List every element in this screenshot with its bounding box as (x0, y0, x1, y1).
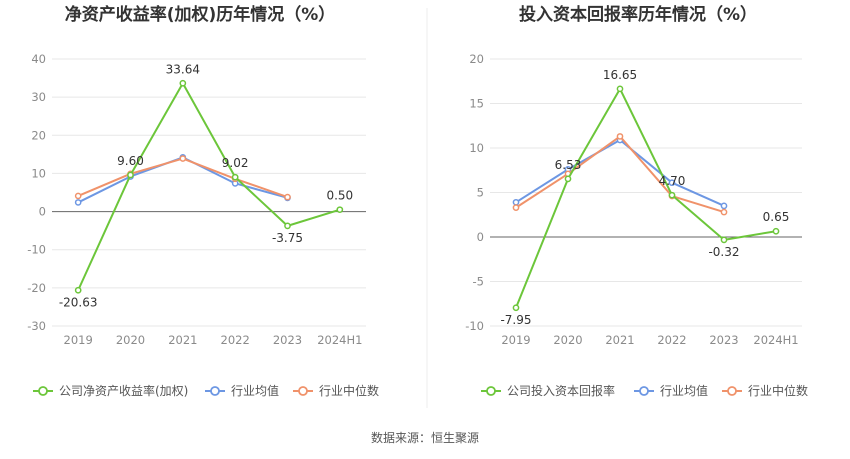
x-tick-label: 2022 (657, 333, 686, 347)
y-tick-label: 30 (31, 90, 46, 104)
series-line-company (515, 87, 777, 309)
data-point-company (616, 85, 624, 93)
y-tick-label: 0 (39, 205, 46, 219)
x-tick-label: 2020 (553, 333, 582, 347)
data-point-company (127, 171, 134, 179)
data-point-company (179, 79, 187, 87)
roic-chart: 投入资本回报率历年情况（%） -10 -5 0 5 10 15 20 2019 2020 2021 2… (465, 4, 808, 398)
data-label: -7.95 (500, 313, 531, 327)
legend-label[interactable]: 公司净资产收益率(加权) (59, 383, 188, 398)
y-tick-label: 10 (469, 141, 484, 155)
y-tick-label: -20 (27, 281, 46, 295)
y-tick-label: 40 (31, 52, 46, 66)
legend-marker-avg (210, 386, 220, 396)
x-tick-label: 2021 (168, 333, 197, 347)
y-tick-label: -5 (473, 275, 484, 289)
legend-label[interactable]: 公司投入资本回报率 (507, 383, 615, 398)
x-tick-label: 2022 (221, 333, 250, 347)
legend-marker-company (486, 386, 496, 396)
y-tick-label: 20 (469, 52, 484, 66)
data-point-avg (74, 199, 82, 206)
y-tick-label: 5 (477, 186, 484, 200)
data-point-median (179, 155, 187, 162)
data-point-median (284, 193, 291, 201)
legend-label[interactable]: 行业均值 (660, 383, 708, 398)
data-point-avg (720, 202, 728, 210)
legend-marker-median (727, 386, 737, 396)
y-tick-label: 0 (477, 230, 484, 244)
data-point-median (512, 204, 520, 211)
data-label: 0.50 (326, 189, 353, 203)
data-label: 4.70 (659, 174, 686, 188)
x-tick-label: 2021 (605, 333, 634, 347)
x-tick-label: 2019 (501, 333, 530, 347)
data-point-median (616, 133, 624, 140)
data-point-company (720, 236, 728, 244)
data-label: 16.65 (603, 68, 637, 82)
y-tick-label: 20 (31, 128, 46, 142)
y-tick-label: -10 (27, 243, 46, 257)
y-tick-label: -30 (27, 319, 46, 333)
data-label: -3.75 (272, 231, 303, 245)
data-point-avg (512, 198, 520, 206)
data-point-avg (668, 179, 676, 187)
data-point-company (336, 206, 344, 214)
data-point-median (74, 192, 82, 200)
chart-title: 投入资本回报率历年情况（%） (519, 4, 757, 25)
data-label: 9.02 (222, 156, 249, 170)
series-line-median (77, 157, 288, 199)
legend-label[interactable]: 行业均值 (231, 383, 279, 398)
x-tick-label: 2024H1 (317, 333, 362, 347)
data-label: -20.63 (59, 295, 98, 309)
x-tick-label: 2020 (116, 333, 145, 347)
series-line-avg (515, 138, 725, 207)
data-label: 0.65 (763, 210, 790, 224)
y-tick-label: -10 (465, 319, 484, 333)
x-tick-label: 2023 (273, 333, 302, 347)
x-tick-label: 2024H1 (753, 333, 798, 347)
data-label: 33.64 (166, 62, 200, 76)
data-point-company (284, 222, 291, 230)
roe-chart: 净资产收益率(加权)历年情况（%） -30 -20 -10 0 10 20 30 40 2019 2… (27, 4, 379, 398)
series-line-company (77, 82, 341, 291)
data-source: 数据来源：恒生聚源 (371, 430, 479, 445)
data-label: -0.32 (708, 245, 739, 259)
legend-label[interactable]: 行业中位数 (748, 383, 808, 398)
chart-title: 净资产收益率(加权)历年情况（%） (65, 4, 336, 25)
data-point-company (564, 175, 572, 183)
legend-marker-avg (639, 386, 649, 396)
data-point-company (772, 227, 780, 235)
y-tick-label: 15 (469, 97, 484, 111)
data-point-company (512, 304, 520, 312)
data-label: 9.60 (117, 154, 144, 168)
data-point-median (720, 208, 728, 216)
y-tick-label: 10 (31, 166, 46, 180)
legend-marker-median (298, 386, 308, 396)
data-label: 6.53 (555, 158, 582, 172)
x-tick-label: 2023 (709, 333, 738, 347)
legend-label[interactable]: 行业中位数 (319, 383, 379, 398)
data-point-company (668, 191, 676, 199)
legend-marker-company (38, 386, 48, 396)
data-point-company (74, 286, 82, 294)
x-tick-label: 2019 (64, 333, 93, 347)
data-point-company (231, 173, 239, 181)
